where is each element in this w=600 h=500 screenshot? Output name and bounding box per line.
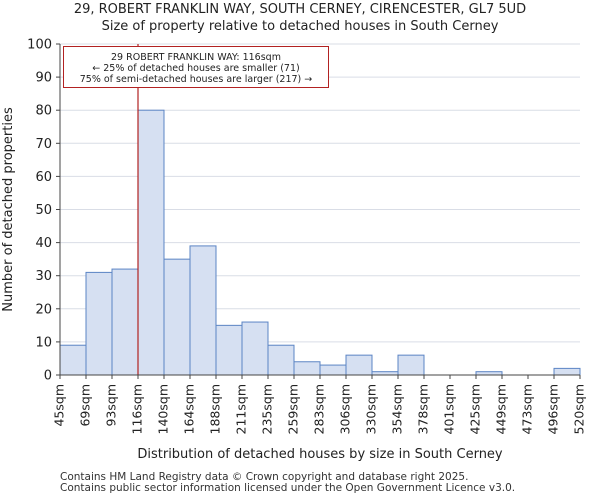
y-tick-label: 80	[35, 104, 52, 119]
histogram-bar	[293, 361, 321, 376]
x-tick-label: 235sqm	[260, 384, 275, 434]
x-tick-label: 188sqm	[208, 384, 223, 434]
x-tick-label: 69sqm	[78, 384, 93, 427]
x-tick-label: 330sqm	[364, 384, 379, 434]
x-tick-label: 259sqm	[286, 384, 301, 434]
x-tick-label: 164sqm	[182, 384, 197, 434]
histogram-bar	[163, 258, 191, 376]
y-axis-title: Number of detached properties	[1, 107, 16, 312]
histogram-bar	[189, 245, 217, 376]
histogram-bar	[85, 271, 113, 376]
x-tick-label: 116sqm	[130, 384, 145, 434]
x-axis-title: Distribution of detached houses by size …	[137, 447, 503, 462]
x-tick-label: 401sqm	[442, 384, 457, 434]
histogram-bar	[553, 367, 581, 376]
x-tick-label: 140sqm	[156, 384, 171, 434]
histogram-bar	[241, 321, 269, 376]
x-tick-label: 425sqm	[468, 384, 483, 434]
footer-copyright: Contains HM Land Registry data © Crown c…	[60, 471, 469, 483]
x-tick-label: 211sqm	[234, 384, 249, 434]
histogram-bar	[319, 364, 347, 376]
histogram-bar	[111, 268, 139, 376]
y-tick-label: 20	[35, 302, 52, 317]
histogram-bar	[267, 344, 295, 376]
y-tick-label: 70	[35, 137, 52, 152]
annotation-line-3: 75% of semi-detached houses are larger (…	[79, 74, 313, 85]
x-tick-label: 378sqm	[416, 384, 431, 434]
histogram-bar	[59, 344, 87, 376]
property-annotation-box: 29 ROBERT FRANKLIN WAY: 116sqm ← 25% of …	[63, 46, 329, 88]
chart-title-line1: 29, ROBERT FRANKLIN WAY, SOUTH CERNEY, C…	[73, 2, 527, 17]
histogram-bar	[137, 109, 165, 376]
x-tick-label: 93sqm	[104, 384, 119, 427]
footer-licence: Contains public sector information licen…	[60, 482, 516, 494]
y-tick-label: 100	[27, 38, 52, 53]
histogram-bar	[345, 354, 373, 376]
histogram-bar	[215, 324, 243, 376]
x-tick-label: 473sqm	[520, 384, 535, 434]
y-tick-label: 40	[35, 236, 52, 251]
x-tick-label: 520sqm	[572, 384, 587, 434]
x-tick-label: 283sqm	[312, 384, 327, 434]
histogram-bar	[397, 354, 425, 376]
y-tick-label: 90	[35, 71, 52, 86]
x-tick-label: 45sqm	[52, 384, 67, 427]
annotation-line-1: 29 ROBERT FRANKLIN WAY: 116sqm	[111, 52, 281, 63]
y-tick-label: 50	[35, 203, 52, 218]
y-tick-label: 30	[35, 269, 52, 284]
x-tick-label: 449sqm	[494, 384, 509, 434]
x-tick-label: 496sqm	[546, 384, 561, 434]
chart-title-line2: Size of property relative to detached ho…	[101, 19, 499, 34]
y-tick-label: 0	[44, 369, 52, 384]
y-tick-label: 10	[35, 335, 52, 350]
x-tick-label: 306sqm	[338, 384, 353, 434]
y-tick-label: 60	[35, 170, 52, 185]
x-tick-label: 354sqm	[390, 384, 405, 434]
annotation-line-2: ← 25% of detached houses are smaller (71…	[92, 63, 300, 74]
